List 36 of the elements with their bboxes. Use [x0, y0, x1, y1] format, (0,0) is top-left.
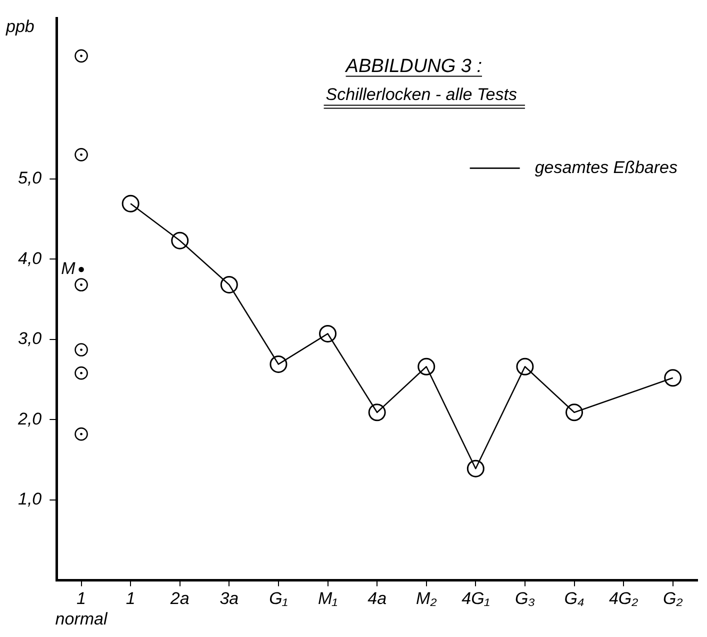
- x-tick-label: M₂: [416, 589, 438, 608]
- x-tick-label: 2a: [169, 589, 190, 608]
- x-tick-label: 4G₁: [462, 589, 490, 608]
- point: [664, 369, 682, 387]
- x-tick-label: 4a: [368, 589, 387, 608]
- point: [78, 266, 84, 272]
- text: ABBILDUNG 3 :: [344, 56, 482, 78]
- point: [418, 358, 436, 376]
- annotation: M: [61, 259, 76, 278]
- point: [171, 232, 189, 250]
- x-tick-label: G₄: [564, 589, 584, 608]
- x-tick-label: G₂: [662, 589, 684, 608]
- y-tick-label: 4,0: [18, 248, 42, 268]
- y-tick-label: 3,0: [18, 329, 42, 348]
- x-tick-label: G₃: [514, 589, 536, 608]
- y-tick-label: 2,0: [16, 409, 42, 428]
- x-tick-label: 1 normal: [55, 589, 108, 629]
- point: [270, 355, 288, 373]
- legend-label: gesamtes Eßbares: [534, 158, 678, 177]
- point: [368, 404, 386, 422]
- y-axis-title: ppb: [5, 17, 34, 36]
- x-tick-label: 1: [126, 589, 136, 608]
- point: [220, 276, 238, 294]
- point: [122, 194, 140, 212]
- x-tick-label: 3a: [220, 589, 239, 608]
- point: [516, 358, 534, 376]
- point: [74, 49, 88, 63]
- text: Schillerlocken - alle Tests: [326, 85, 518, 104]
- point: [319, 324, 337, 342]
- point: [566, 404, 584, 422]
- y-tick-label: 5,0: [18, 168, 42, 188]
- x-tick-label: G₁: [269, 589, 288, 608]
- x-tick-label: 4G₂: [608, 589, 639, 608]
- point: [466, 460, 484, 478]
- y-tick-label: 1,0: [18, 490, 42, 509]
- x-tick-label: M₁: [318, 589, 338, 608]
